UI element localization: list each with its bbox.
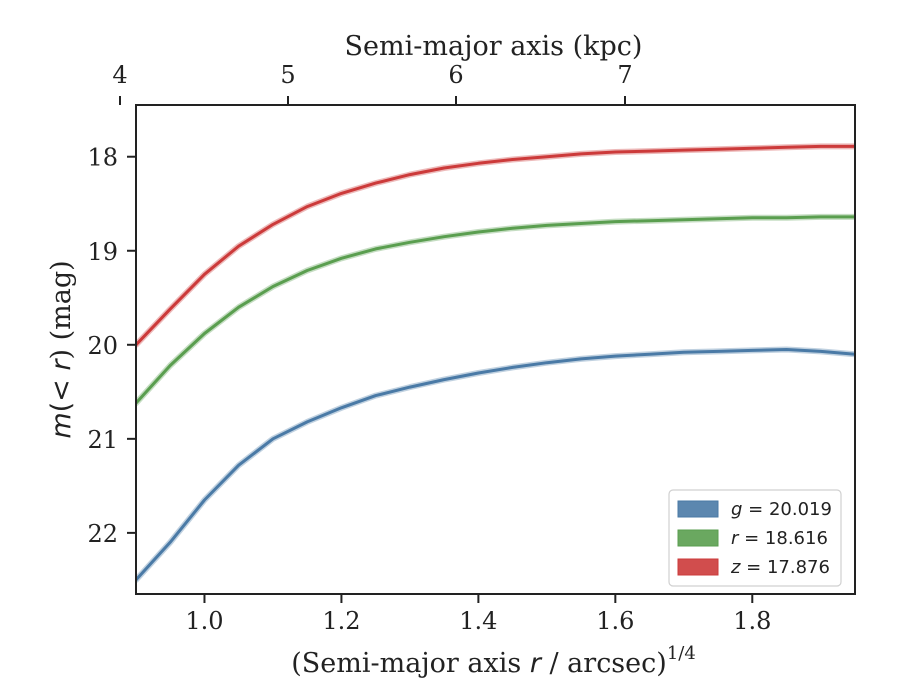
y-axis-label: m(< r) (mag) [46,260,77,438]
x-axis-label: (Semi-major axis r / arcsec)1/4 [291,643,696,679]
top-tick-label: 6 [448,61,463,89]
x-axis-label-exponent: 1/4 [667,643,696,664]
top-tick-label: 4 [112,61,127,89]
y-tick-label: 21 [87,426,118,454]
x-tick-label: 1.8 [733,607,771,635]
legend-swatch-r [677,529,719,547]
legend-label-var: r [731,528,740,549]
y-axis-label-suffix: ) (mag) [46,260,77,359]
series-layer [136,143,855,583]
x-tick-label: 1.6 [596,607,634,635]
legend-label-var: g [731,499,742,520]
legend-label-g: g = 20.019 [731,499,832,520]
x-axis-label-prefix: (Semi-major axis [291,648,530,679]
ticks-layer: 1.0 1.2 1.4 1.6 1.8 18 19 20 21 22 4 5 6 7 [87,61,771,635]
x-tick-label: 1.0 [185,607,223,635]
legend-label-value: = 17.876 [740,557,830,578]
legend-label-z: z = 17.876 [730,557,830,578]
axes-frame [135,104,856,595]
x-tick-label: 1.2 [322,607,360,635]
legend-label-value: = 18.616 [738,528,828,549]
y-tick-label: 22 [87,520,118,548]
series-r-line [136,215,855,405]
top-axis-label: Semi-major axis (kpc) [345,31,643,62]
series-g-line [136,348,855,582]
legend-label-var: z [730,557,741,578]
x-axis-label-var: r [530,648,543,679]
y-axis-label-var: r [46,358,77,371]
y-tick-label: 18 [87,144,118,172]
y-tick-label: 20 [87,332,118,360]
legend-swatch-z [677,558,719,576]
legend-label-value: = 20.019 [742,499,832,520]
y-axis-label-mid: (< [46,371,77,413]
y-tick-label: 19 [87,238,118,266]
series-z-band [136,143,855,348]
legend-swatch-g [677,500,719,518]
y-axis-label-m: m [46,412,77,438]
top-tick-label: 7 [617,61,632,89]
x-tick-label: 1.4 [459,607,497,635]
top-tick-label: 5 [280,61,295,89]
series-z-line [136,144,855,347]
legend-label-r: r = 18.616 [731,528,828,549]
x-axis-label-suffix: / arcsec) [541,648,667,679]
